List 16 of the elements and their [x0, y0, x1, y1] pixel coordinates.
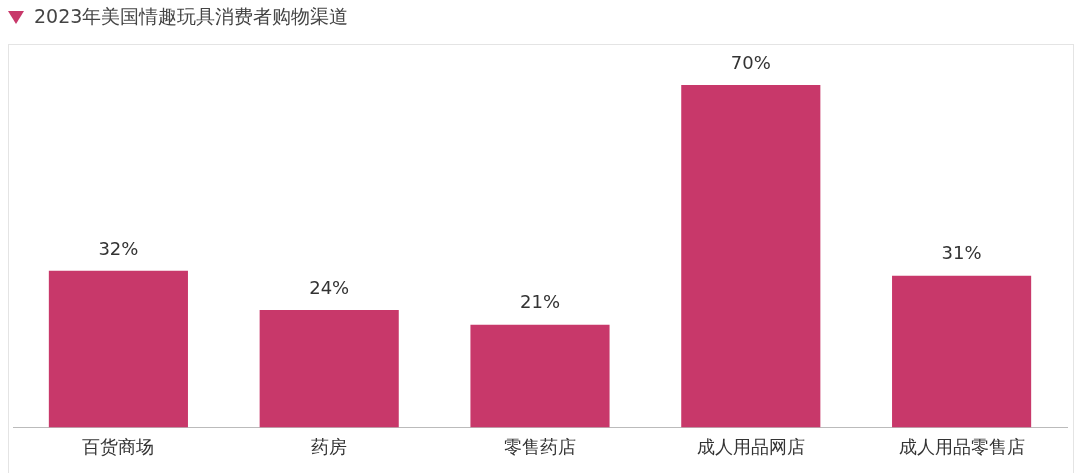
bar [259, 310, 399, 428]
x-tick-label: 百货商场 [82, 437, 155, 458]
data-label: 21% [519, 291, 561, 313]
data-label: 31% [941, 242, 982, 264]
x-tick-label: 药房 [311, 437, 348, 458]
bar [681, 85, 821, 428]
bar [892, 275, 1032, 428]
data-label: 32% [98, 237, 139, 259]
x-tick-label: 零售药店 [504, 437, 576, 458]
chart-title: 2023年美国情趣玩具消费者购物渠道 [34, 4, 349, 29]
bar [470, 324, 610, 428]
data-label: 24% [309, 276, 350, 298]
x-tick-label: 成人用品网店 [696, 437, 805, 458]
x-tick-label: 成人用品零售店 [898, 437, 1025, 458]
data-label: 70% [730, 51, 771, 73]
bar [48, 270, 188, 428]
